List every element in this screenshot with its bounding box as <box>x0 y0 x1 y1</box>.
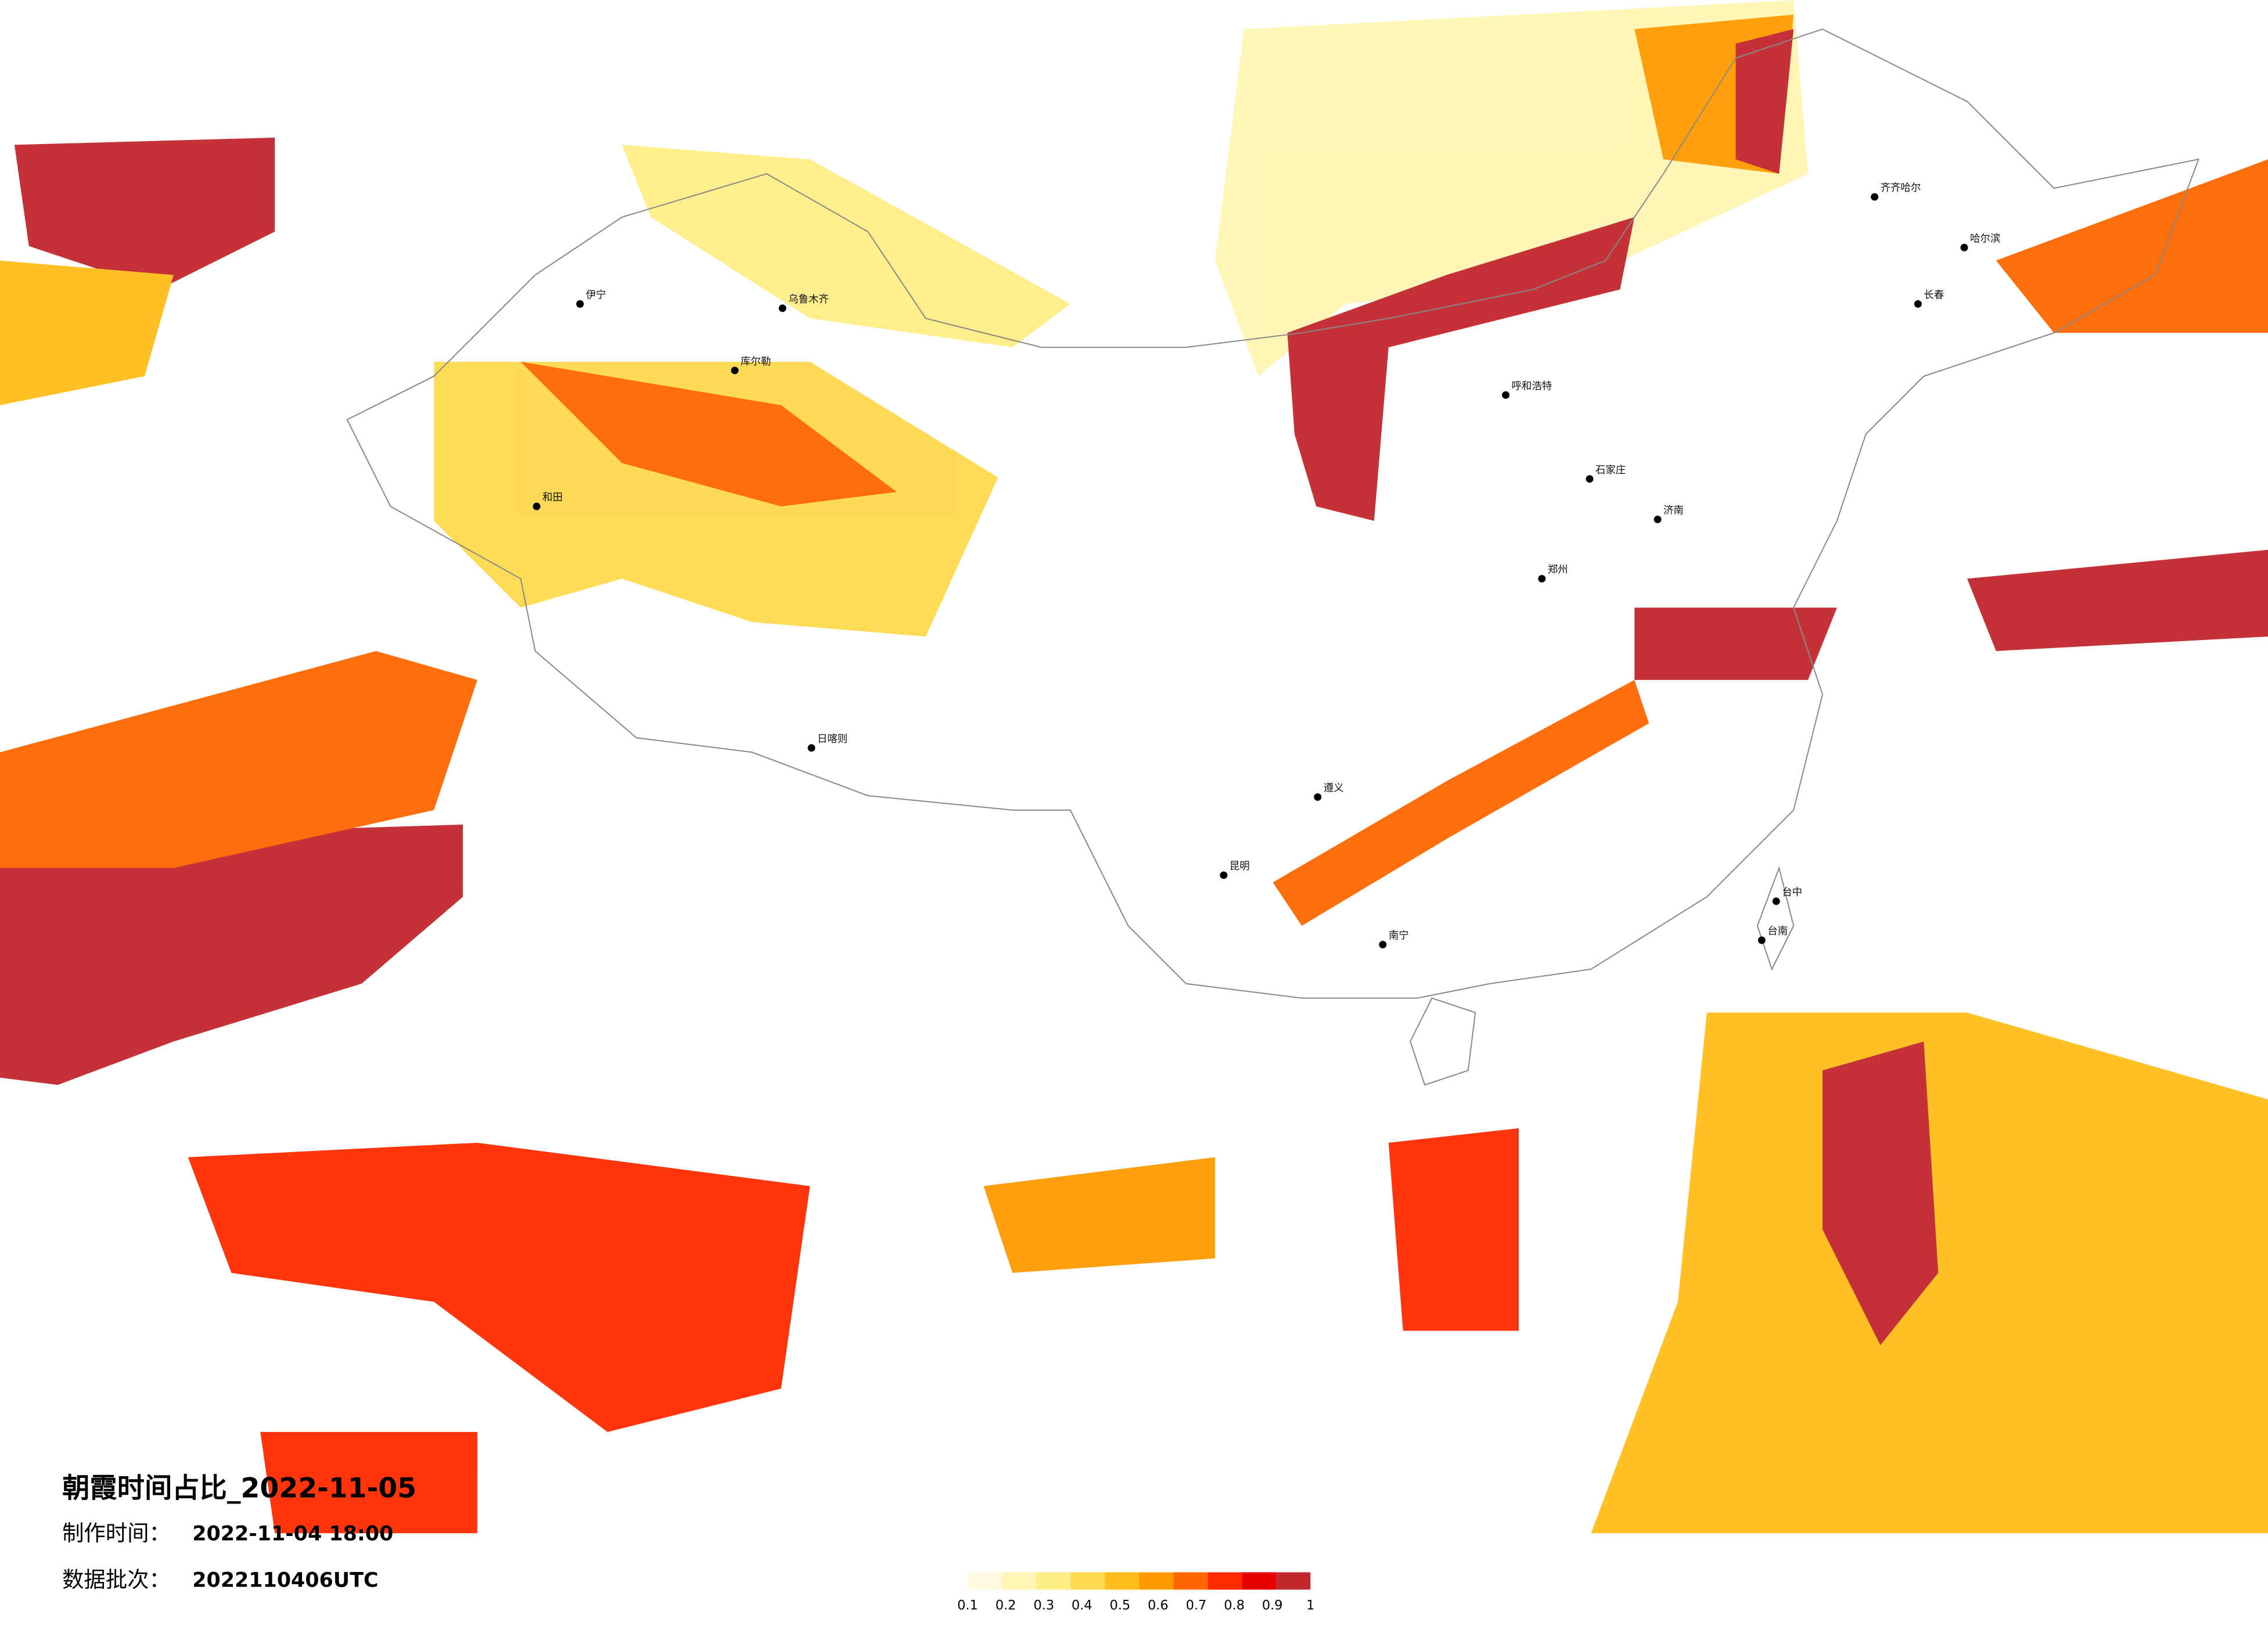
city-label: 齐齐哈尔 <box>1881 182 1921 194</box>
made-label: 制作时间： <box>62 1520 171 1546</box>
city-dot <box>533 502 541 510</box>
boundary <box>1756 866 1795 971</box>
legend-swatch <box>1173 1572 1208 1590</box>
heat-patch <box>1273 679 1649 926</box>
legend-swatch <box>1139 1572 1174 1590</box>
legend-tick-label: 0.9 <box>1262 1598 1283 1613</box>
city-dot <box>576 300 584 308</box>
city-dot <box>1757 936 1766 944</box>
boundary <box>1410 997 1476 1086</box>
city-label: 石家庄 <box>1595 465 1626 476</box>
city-dot <box>778 304 786 312</box>
city-label: 长春 <box>1924 289 1944 301</box>
batch-label: 数据批次： <box>62 1567 171 1592</box>
city-label: 遵义 <box>1324 783 1344 794</box>
city-dot <box>731 366 739 375</box>
city-label: 台南 <box>1767 926 1788 937</box>
batch-value: 2022110406UTC <box>192 1569 378 1592</box>
legend-tick-label: 0.2 <box>995 1598 1016 1613</box>
legend-tick-label: 0.1 <box>957 1598 978 1613</box>
heat-patch <box>621 145 1070 348</box>
heat-patch <box>520 361 897 507</box>
city-dot <box>1220 871 1228 879</box>
heat-patch <box>14 137 275 290</box>
heat-patch <box>1634 607 1837 680</box>
heat-patch <box>188 1142 810 1432</box>
legend-tick-label: 1 <box>1306 1598 1314 1613</box>
city-label: 哈尔滨 <box>1970 233 2000 244</box>
legend-swatch <box>1036 1572 1071 1590</box>
heat-patch <box>434 361 998 637</box>
city-dot <box>1654 515 1662 523</box>
city-label: 昆明 <box>1230 861 1250 872</box>
legend: 0.1 0.2 0.3 0.4 0.5 0.6 0.7 0.8 0.9 1 <box>957 1572 1314 1613</box>
city-label: 郑州 <box>1548 564 1568 576</box>
legend-tick-label: 0.5 <box>1110 1598 1131 1613</box>
heat-patch <box>0 824 463 1085</box>
heat-patch <box>0 260 174 405</box>
legend-swatch <box>1105 1572 1140 1590</box>
city-dot <box>1538 575 1546 583</box>
city-label: 日喀则 <box>817 733 847 745</box>
legend-swatch <box>1207 1572 1242 1590</box>
city-dot <box>1914 300 1922 308</box>
city-dot <box>1586 475 1594 483</box>
boundary <box>346 28 2200 999</box>
legend-swatch <box>1276 1572 1311 1590</box>
legend-tick-label: 0.7 <box>1186 1598 1207 1613</box>
legend-tick-label: 0.6 <box>1148 1598 1169 1613</box>
city-label: 呼和浩特 <box>1512 380 1552 392</box>
legend-swatch <box>1070 1572 1105 1590</box>
city-dot <box>1379 941 1387 949</box>
heat-patch <box>260 1431 477 1534</box>
city-label: 乌鲁木齐 <box>788 294 829 305</box>
made-value: 2022-11-04 18:00 <box>192 1523 393 1546</box>
city-dot <box>1871 193 1879 201</box>
city-dot <box>1314 793 1322 801</box>
heat-layer <box>0 0 2268 1534</box>
legend-swatch <box>1002 1572 1037 1590</box>
legend-swatch <box>1242 1572 1277 1590</box>
title: 朝霞时间占比_2022-11-05 <box>62 1473 416 1505</box>
city-dot <box>1960 243 1968 251</box>
heat-patch <box>1388 1128 1519 1331</box>
city-dot <box>807 744 815 752</box>
city-label: 台中 <box>1782 887 1802 898</box>
legend-tick-label: 0.3 <box>1033 1598 1054 1613</box>
city-label: 济南 <box>1663 505 1684 516</box>
city-dot <box>1502 391 1510 399</box>
heat-patch <box>1735 29 1794 174</box>
legend-tick-label: 0.8 <box>1224 1598 1245 1613</box>
heat-patch <box>0 651 477 868</box>
city-label: 南宁 <box>1389 930 1409 942</box>
city-label: 伊宁 <box>586 289 606 301</box>
heat-patch <box>983 1157 1215 1273</box>
heat-patch <box>1287 217 1635 521</box>
heat-patch <box>1967 549 2268 652</box>
legend-swatch <box>968 1572 1002 1590</box>
heat-patch <box>1996 159 2268 333</box>
legend-tick-label: 0.4 <box>1072 1598 1092 1613</box>
city-label: 和田 <box>542 492 563 503</box>
city-label: 库尔勒 <box>741 356 771 368</box>
heat-patch <box>1822 1041 1939 1346</box>
city-dot <box>1772 897 1780 905</box>
